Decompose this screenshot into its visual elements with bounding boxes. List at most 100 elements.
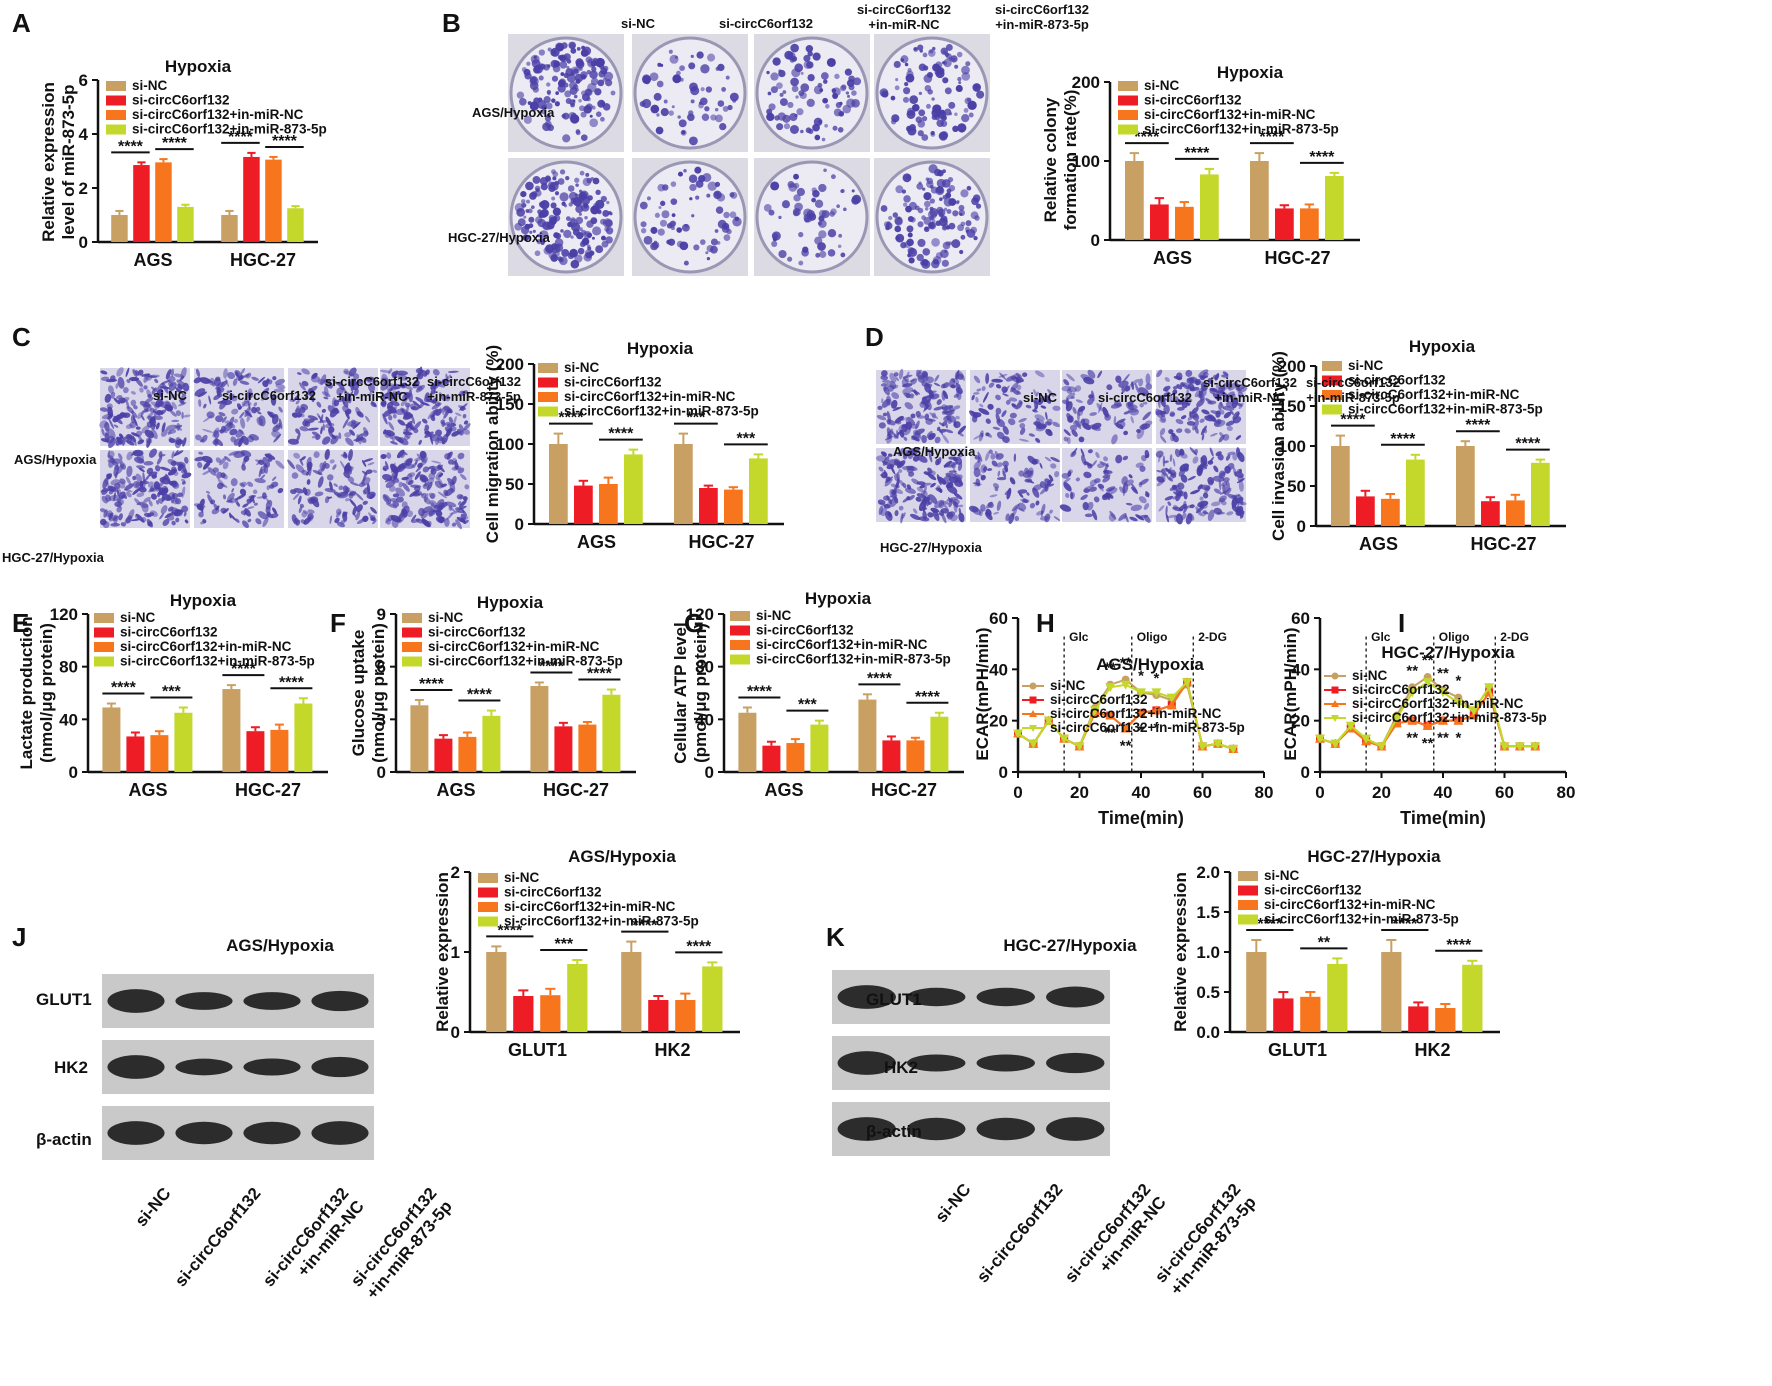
chart-A-title: Hypoxia	[165, 57, 232, 76]
invasion-field-cell	[929, 412, 939, 419]
migration-field-cell	[463, 423, 471, 431]
colony-plate-colony	[948, 184, 956, 192]
chart-E-legend-swatch	[94, 627, 114, 638]
chart-I-vline-label: 2-DG	[1500, 630, 1529, 644]
panel-label-G: G	[684, 608, 705, 638]
colony-plate-colony	[729, 192, 735, 198]
colony-plate-colony	[906, 110, 916, 119]
colony-plate-colony	[947, 176, 954, 183]
colony-plate-colony	[700, 87, 705, 92]
migration-field-cell	[406, 420, 413, 429]
invasion-field-cell	[904, 402, 914, 410]
colony-plate-colony	[714, 181, 721, 187]
colony-plate-colony	[916, 182, 924, 190]
colony-plate-colony	[538, 49, 546, 56]
migration-col-label-in-miR-873: si-circC6orf132 +in-miR-873-5p	[427, 374, 521, 404]
migration-field-cell	[118, 513, 123, 521]
colony-plate-colony	[605, 227, 614, 235]
colony-plate-colony	[841, 84, 847, 90]
colony-plate-colony	[948, 222, 956, 230]
invasion-field-cell	[878, 422, 886, 429]
migration-field-cell	[462, 428, 471, 435]
migration-field-cell	[198, 399, 202, 408]
migration-field-cell	[367, 382, 376, 393]
colony-plate-colony	[575, 183, 579, 187]
chart-F-legend-swatch	[402, 656, 422, 667]
colony-plate-colony	[790, 77, 799, 87]
migration-field-cell	[116, 395, 123, 399]
chart-F-ylabel: Glucose uptake	[349, 630, 368, 757]
migration-field-cell	[176, 461, 186, 468]
colony-plate-colony	[767, 91, 772, 96]
colony-plate-colony	[538, 201, 546, 208]
colony-plate-colony	[779, 98, 788, 107]
migration-field-cell	[128, 376, 140, 382]
invasion-field-cell	[1022, 372, 1028, 378]
chart-C-sig-label: ****	[608, 426, 634, 443]
panel-label-A: A	[12, 8, 31, 38]
migration-field-cell	[158, 498, 163, 504]
chart-C-bar	[599, 484, 618, 524]
invasion-field-cell	[902, 428, 911, 436]
migration-field-cell	[231, 408, 239, 415]
chart-E-bar	[150, 735, 169, 772]
migration-field-cell	[450, 426, 457, 432]
migration-field-cell	[168, 436, 173, 443]
colony-plate-colony	[547, 91, 551, 96]
blot-J-GLUT1-band	[311, 990, 369, 1012]
colony-plate-colony	[922, 187, 926, 191]
chart-F-bar	[482, 715, 501, 772]
migration-field-cell	[325, 416, 332, 427]
colony-plate-colony	[559, 169, 566, 175]
invasion-field-cell	[893, 434, 899, 439]
migration-field-cell	[300, 456, 306, 461]
migration-field-cell	[122, 436, 126, 446]
invasion-field-cell	[903, 436, 908, 441]
chart-D-bar	[1406, 459, 1425, 526]
migration-field-cell	[125, 367, 130, 377]
invasion-field-cell	[995, 384, 1002, 389]
migration-field-cell	[172, 498, 180, 505]
colony-plate-colony	[569, 81, 578, 90]
migration-field-cell	[203, 415, 213, 423]
migration-field-cell	[405, 402, 411, 408]
migration-field-cell	[247, 518, 252, 523]
migration-field-cell	[423, 428, 432, 438]
invasion-field-cell	[985, 372, 990, 384]
colony-plate-colony	[839, 101, 843, 106]
blot-J-HK2-band	[311, 1056, 369, 1078]
migration-field-cell	[454, 461, 459, 470]
invasion-field-cell	[889, 372, 897, 383]
panel-label-C: C	[12, 322, 31, 352]
colony-plate-colony	[943, 58, 952, 68]
migration-field-cell	[116, 489, 120, 497]
panel-label-K: K	[826, 922, 845, 952]
migration-field-cell	[141, 410, 145, 416]
migration-field-cell	[143, 461, 154, 466]
chart-B-legend-label: si-circC6orf132+in-miR-NC	[1144, 107, 1316, 122]
colony-plate-colony	[577, 247, 585, 255]
chart-A-xtick-label: AGS	[133, 250, 172, 270]
migration-field-cell	[105, 510, 113, 518]
chart-K-ytick-label: 1.0	[1196, 943, 1220, 962]
migration-field-cell	[166, 513, 175, 521]
chart-B-legend-swatch	[1118, 110, 1138, 120]
migration-field-cell	[135, 513, 145, 523]
migration-field-cell	[396, 370, 408, 376]
migration-field-cell	[430, 389, 436, 394]
migration-field-cell	[107, 413, 114, 420]
migration-field-cell	[292, 394, 300, 402]
migration-field-cell	[99, 407, 109, 412]
migration-field-cell	[195, 434, 202, 441]
chart-I-xlabel: Time(min)	[1400, 808, 1486, 828]
colony-plate-colony	[597, 79, 605, 87]
migration-field-cell	[419, 401, 430, 406]
migration-field-cell	[271, 476, 277, 481]
migration-field-cell	[395, 408, 406, 415]
migration-field-cell	[451, 431, 460, 437]
colony-plate-colony	[660, 108, 669, 117]
chart-E-title: Hypoxia	[170, 591, 237, 610]
colony-plate-colony	[971, 104, 976, 109]
invasion-field-cell	[889, 380, 897, 389]
chart-K-ytick-label: 0.5	[1196, 983, 1220, 1002]
